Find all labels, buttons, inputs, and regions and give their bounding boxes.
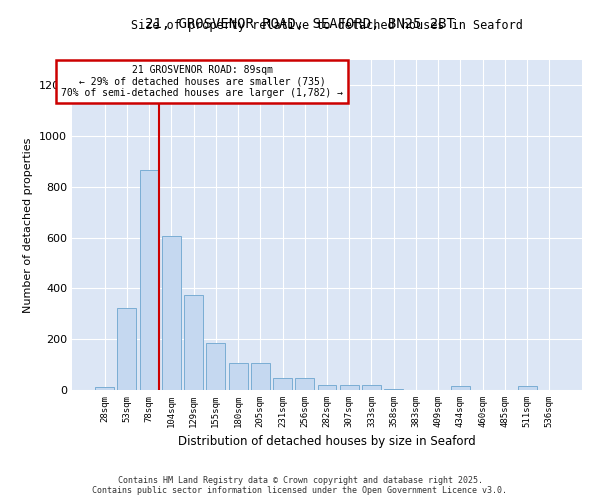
Bar <box>518 386 536 390</box>
X-axis label: Distribution of detached houses by size in Seaford: Distribution of detached houses by size … <box>178 436 476 448</box>
Bar <box>140 170 158 390</box>
Bar <box>295 378 314 390</box>
Bar <box>229 364 248 390</box>
Bar <box>451 386 470 390</box>
Text: 21, GROSVENOR ROAD, SEAFORD, BN25 2BT: 21, GROSVENOR ROAD, SEAFORD, BN25 2BT <box>145 18 455 32</box>
Bar <box>184 295 203 390</box>
Bar <box>206 343 225 390</box>
Bar <box>95 387 114 390</box>
Bar <box>362 385 381 390</box>
Text: 21 GROSVENOR ROAD: 89sqm
← 29% of detached houses are smaller (735)
70% of semi-: 21 GROSVENOR ROAD: 89sqm ← 29% of detach… <box>61 65 343 98</box>
Bar <box>384 388 403 390</box>
Bar <box>162 236 181 390</box>
Bar <box>317 385 337 390</box>
Y-axis label: Number of detached properties: Number of detached properties <box>23 138 34 312</box>
Bar <box>251 364 270 390</box>
Title: Size of property relative to detached houses in Seaford: Size of property relative to detached ho… <box>131 20 523 32</box>
Bar <box>118 308 136 390</box>
Text: Contains HM Land Registry data © Crown copyright and database right 2025.
Contai: Contains HM Land Registry data © Crown c… <box>92 476 508 495</box>
Bar <box>340 386 359 390</box>
Bar <box>273 378 292 390</box>
